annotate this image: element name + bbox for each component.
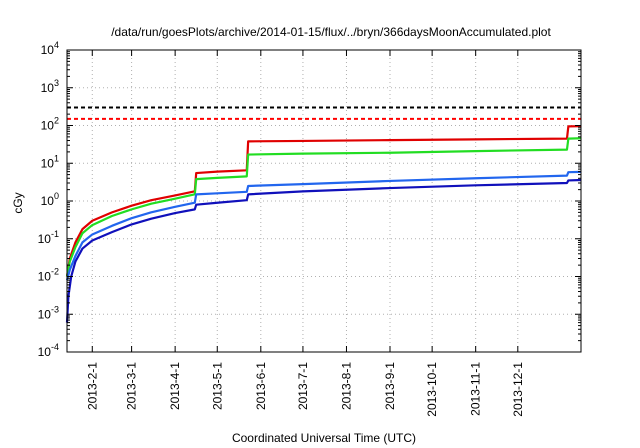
x-tick-label: 2013-11-1 (469, 362, 483, 416)
y-axis: 10-4 10-3 10-2 10-1 100 101 102 103 104 (38, 40, 581, 359)
x-tick-label: 2013-8-1 (339, 362, 353, 410)
x-tick-label: 2013-10-1 (425, 362, 439, 417)
x-axis: 2013-2-1 2013-3-1 2013-4-1 2013-5-1 2013-6-1… (85, 50, 525, 417)
x-tick-label: 2013-2-1 (85, 362, 99, 410)
x-tick-label: 2013-6-1 (254, 362, 268, 410)
y-tick-label: 10-1 (38, 229, 59, 246)
x-axis-title: Coordinated Universal Time (UTC) (232, 431, 416, 445)
grid (67, 50, 581, 352)
series-line (65, 178, 582, 323)
y-tick-label: 10-3 (38, 304, 59, 321)
x-tick-label: 2013-12-1 (511, 362, 525, 417)
x-tick-label: 2013-9-1 (383, 362, 397, 410)
x-tick-label: 2013-3-1 (125, 362, 139, 410)
y-tick-label: 103 (41, 78, 59, 95)
x-tick-label: 2013-7-1 (296, 362, 310, 410)
y-tick-label: 100 (41, 191, 59, 208)
series-line (65, 137, 582, 277)
y-axis-title: cGy (11, 192, 25, 213)
y-tick-label: 10-2 (38, 267, 59, 284)
y-tick-label: 101 (41, 153, 59, 170)
series-group (65, 125, 582, 323)
reference-lines (67, 106, 581, 120)
x-tick-label: 2013-5-1 (210, 362, 224, 410)
series-line (65, 170, 582, 281)
y-tick-label: 102 (41, 116, 59, 133)
x-tick-label: 2013-4-1 (168, 362, 182, 410)
y-tick-label: 104 (41, 40, 59, 57)
chart-title: /data/run/goesPlots/archive/2014-01-15/f… (111, 25, 551, 39)
y-tick-label: 10-4 (38, 342, 59, 359)
